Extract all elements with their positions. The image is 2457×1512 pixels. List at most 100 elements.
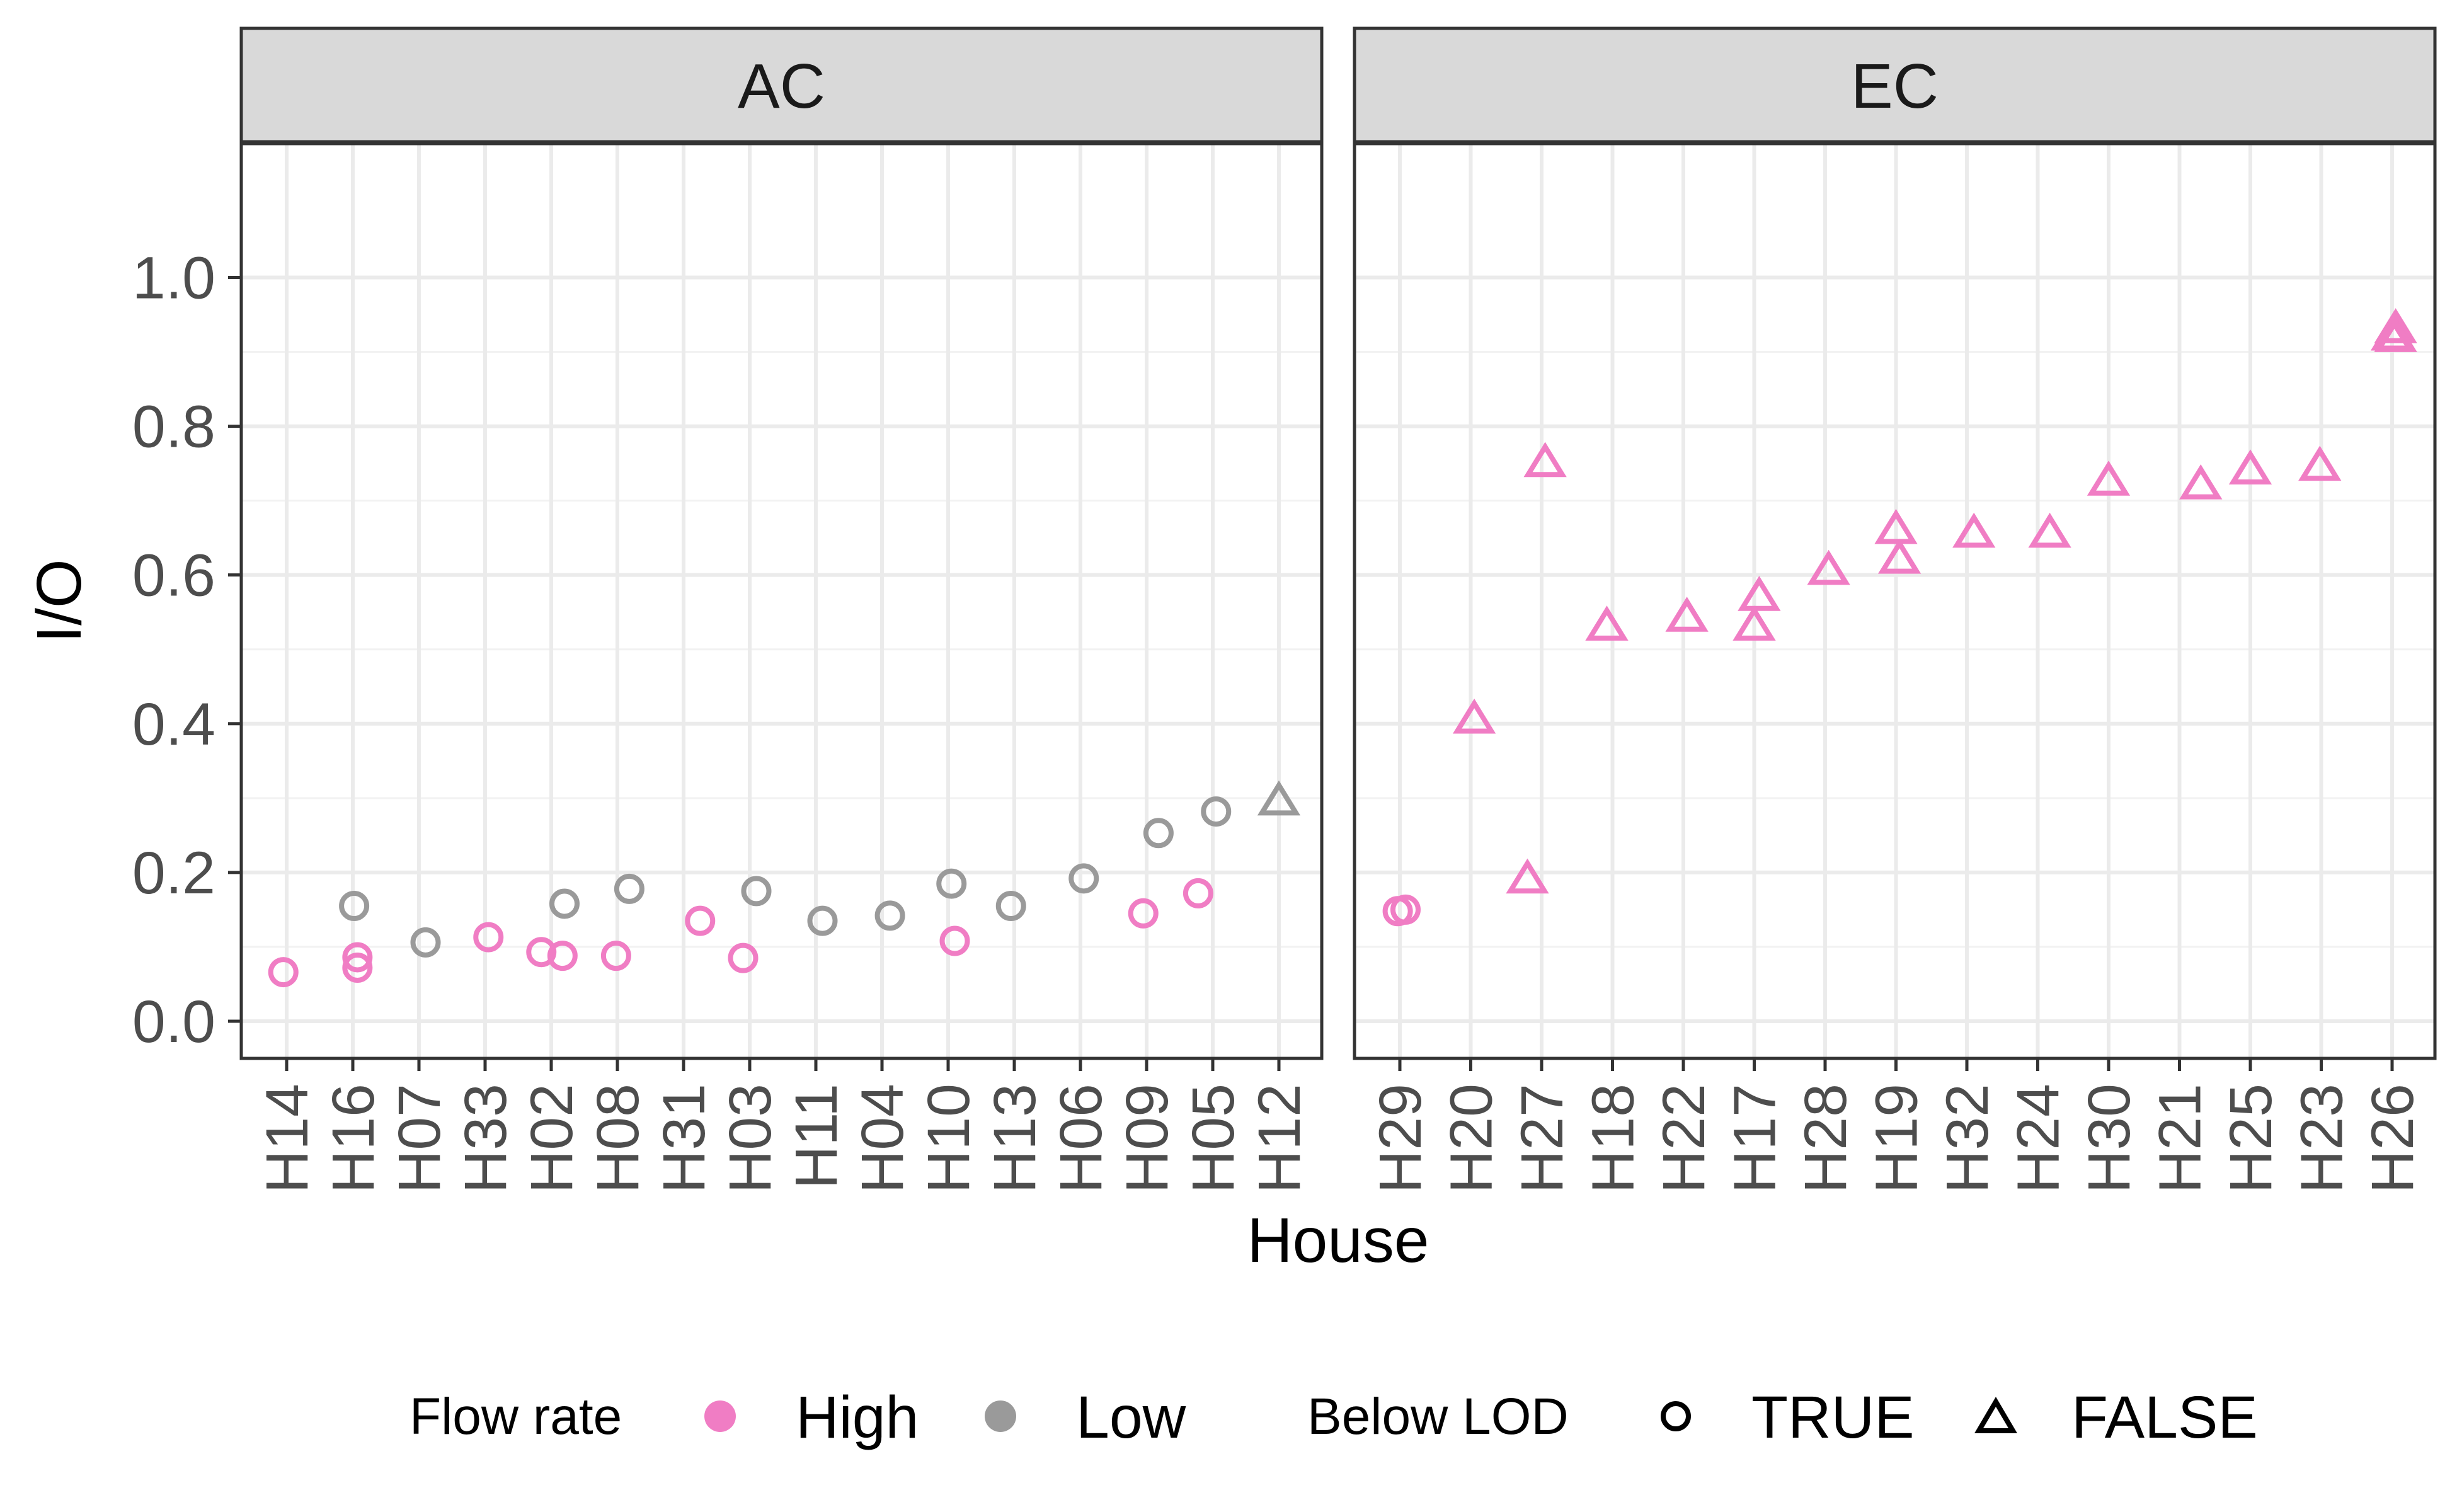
x-tick-label: H26 [2359,1084,2426,1193]
y-tick-label: 0.8 [132,394,215,461]
point-h03 [741,876,772,907]
point-h20 [1452,698,1496,734]
point-h22 [1665,597,1709,632]
x-tick-label: H13 [982,1084,1048,1193]
x-tick-label: H03 [717,1084,784,1193]
point-h09 [1128,898,1159,929]
y-tick-label: 0.4 [132,691,215,758]
point-h02 [549,888,580,919]
point-h26 [2374,317,2417,352]
x-tick-label: H17 [1722,1084,1789,1193]
point-h05 [1201,796,1232,827]
point-h19 [1877,539,1922,574]
point-h29 [1390,894,1421,925]
x-tick-label: H05 [1180,1084,1247,1193]
point-h11 [807,905,838,936]
legend: Flow rate High Low Below LOD TRUE FALSE [410,1384,2258,1451]
x-tick-label: H33 [452,1084,519,1193]
legend-key-true [1661,1401,1691,1431]
x-tick-label: H14 [254,1084,321,1193]
point-h14 [268,957,299,988]
point-h19 [1874,508,1918,544]
x-tick-label: H19 [1864,1084,1930,1193]
facet-strip-label: AC [738,51,825,122]
point-h27 [1506,858,1549,894]
facet-strip [239,26,1324,144]
legend-key-high [704,1400,736,1432]
x-tick-label: H12 [1246,1084,1313,1193]
point-h04 [874,900,905,931]
point-h21 [2179,464,2223,500]
x-tick-label: H09 [1114,1084,1181,1193]
legend-label-true: TRUE [1751,1384,1915,1451]
point-h07 [410,927,441,958]
x-tick-label: H08 [585,1084,651,1193]
x-tick-label: H07 [386,1084,453,1193]
facet-strip-label: EC [1851,51,1939,122]
point-h16 [342,942,373,973]
point-h13 [995,891,1026,921]
point-h08 [614,873,644,904]
facet-strip [1353,26,2437,144]
legend-title: Flow rate [410,1388,622,1445]
x-tick-label: H23 [2289,1084,2356,1193]
point-h16 [339,891,370,921]
point-h24 [2028,512,2071,548]
x-tick-label: H24 [2005,1084,2072,1193]
point-h25 [2228,449,2272,485]
point-h18 [1585,605,1629,641]
point-h10 [936,868,967,899]
y-tick-label: 0.2 [132,840,215,907]
x-tick-label: H28 [1792,1084,1859,1193]
panel-background [241,144,1322,1058]
point-h17 [1738,576,1781,611]
legend-key-false [1974,1397,2017,1433]
y-axis: 0.0 0.2 0.4 0.6 0.8 1.0 [132,244,241,1055]
x-tick-label: H06 [1048,1084,1114,1193]
x-tick-label: H04 [849,1084,916,1193]
point-h09 [1143,818,1174,849]
point-h26 [2374,308,2417,343]
y-tick-label: 1.0 [132,244,215,311]
x-tick-label: H20 [1438,1084,1505,1193]
x-tick-label: H10 [915,1084,982,1193]
x-tick-label: H32 [1934,1084,2001,1193]
x-tick-label: H16 [320,1084,387,1193]
y-axis-title: I/O [24,559,94,643]
x-tick-label: H11 [783,1084,850,1189]
x-tick-label: H25 [2218,1084,2284,1193]
x-axis-title: House [1247,1205,1429,1276]
point-h30 [2087,461,2131,496]
point-h32 [1952,512,1996,548]
point-h17 [1732,605,1776,641]
x-tick-label: H31 [651,1084,718,1193]
point-h12 [1257,780,1301,816]
point-h02 [547,941,578,971]
point-h28 [1807,549,1850,585]
x-tick-label: H29 [1367,1084,1434,1193]
panel-border [239,142,1324,1060]
x-tick-label: H27 [1509,1084,1576,1193]
legend-label-high: High [796,1384,919,1451]
point-h03 [728,942,759,973]
point-h23 [2298,445,2342,481]
point-h10 [939,925,970,956]
point-h05 [1183,878,1213,908]
point-h27 [1523,442,1567,478]
point-h08 [600,941,631,971]
point-h33 [473,922,504,953]
x-tick-label: H30 [2076,1084,2143,1193]
point-h16 [342,952,373,983]
point-h31 [685,905,716,936]
legend-label-low: Low [1076,1384,1186,1451]
legend-key-low [985,1400,1016,1432]
legend-label-false: FALSE [2071,1384,2258,1451]
point-h06 [1068,863,1099,894]
x-tick-label: H21 [2147,1084,2214,1193]
y-tick-label: 0.6 [132,542,215,609]
y-tick-label: 0.0 [132,988,215,1055]
point-h02 [526,937,557,968]
